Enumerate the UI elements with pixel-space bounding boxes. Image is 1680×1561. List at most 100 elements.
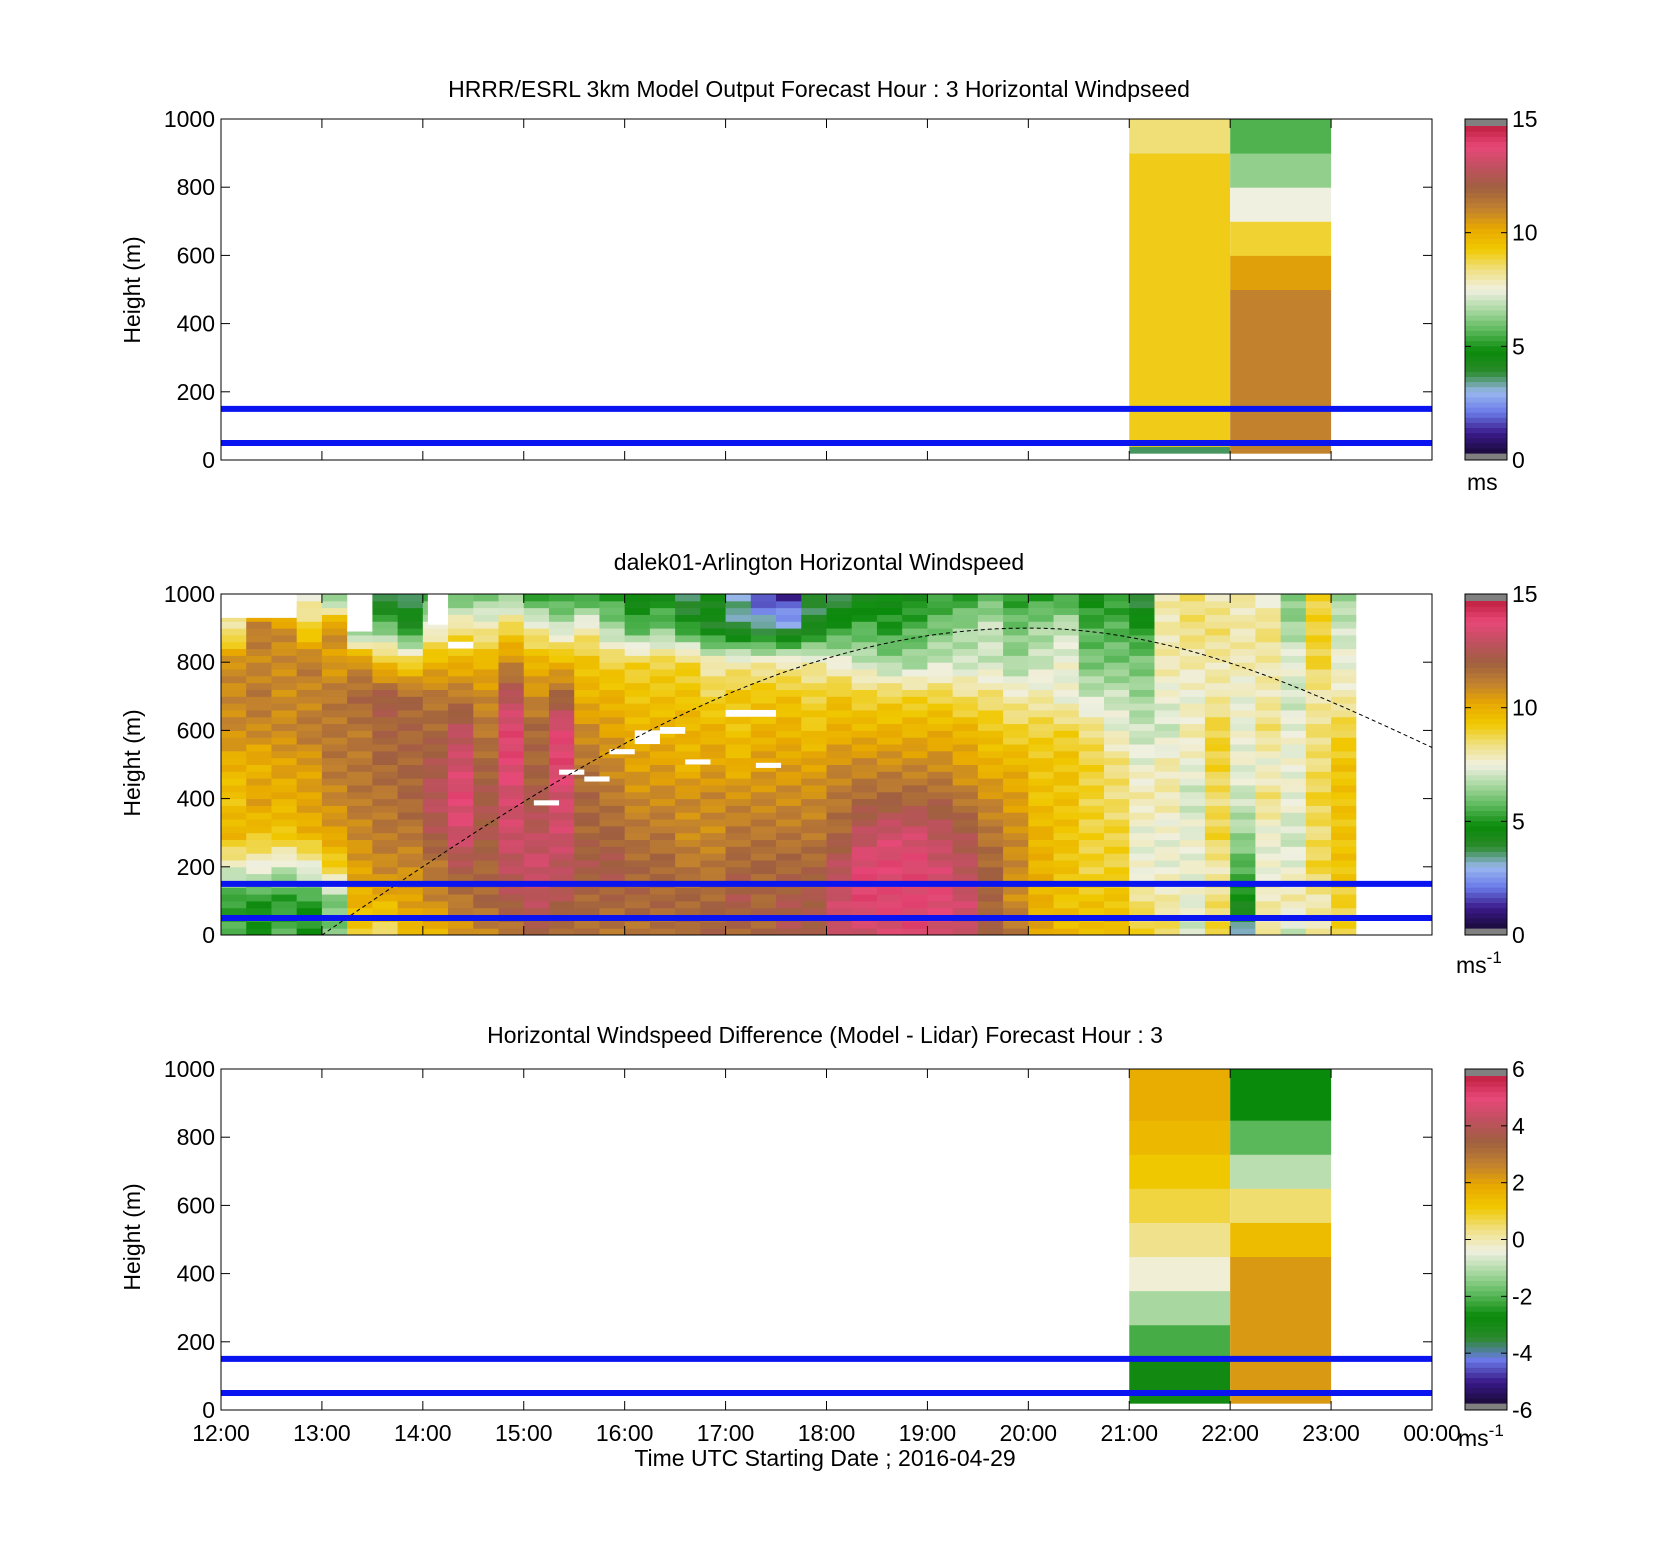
heatmap-cell	[1230, 778, 1256, 786]
heatmap-cell	[1154, 600, 1181, 609]
heatmap-cell	[1104, 716, 1130, 725]
heatmap-cell	[397, 900, 424, 909]
heatmap-cell	[1331, 709, 1357, 718]
heatmap-cell	[801, 621, 827, 629]
heatmap-cell	[1028, 791, 1055, 800]
heatmap-cell	[271, 675, 298, 684]
missing-data-cell	[659, 726, 686, 734]
heatmap-cell	[599, 819, 626, 827]
heatmap-cell	[548, 689, 575, 697]
heatmap-cell	[902, 928, 928, 936]
heatmap-cell	[1154, 819, 1181, 827]
heatmap-cell	[801, 771, 827, 779]
heatmap-cell	[1280, 709, 1307, 718]
heatmap-cell	[1104, 682, 1130, 690]
y-tick-label: 600	[177, 242, 215, 268]
heatmap-cell	[1331, 600, 1357, 609]
heatmap-cell	[1204, 825, 1231, 834]
heatmap-cell	[927, 628, 954, 636]
heatmap-cell	[1129, 1188, 1231, 1223]
heatmap-cell	[1255, 798, 1282, 806]
heatmap-cell	[548, 682, 575, 690]
heatmap-cell	[700, 716, 727, 725]
heatmap-cell	[649, 832, 676, 841]
colorbar-swatch	[1465, 442, 1507, 449]
heatmap-cell	[548, 703, 575, 711]
heatmap-cell	[725, 648, 752, 656]
heatmap-cell	[321, 634, 348, 643]
heatmap-cell	[1204, 784, 1231, 793]
heatmap-cell	[750, 750, 777, 759]
heatmap-cell	[397, 825, 424, 834]
colorbar-swatch	[1465, 744, 1507, 750]
heatmap-cell	[397, 600, 424, 609]
heatmap-cell	[498, 607, 525, 615]
heatmap-cell	[826, 805, 853, 813]
heatmap-cell	[347, 846, 373, 854]
heatmap-cell	[1204, 778, 1231, 786]
heatmap-cell	[372, 675, 399, 684]
heatmap-cell	[700, 655, 727, 663]
heatmap-cell	[422, 669, 449, 677]
heatmap-cell	[221, 825, 247, 834]
heatmap-cell	[473, 873, 500, 881]
heatmap-cell	[1305, 669, 1332, 677]
heatmap-cell	[1280, 675, 1307, 684]
heatmap-cell	[1255, 689, 1282, 697]
heatmap-cell	[221, 716, 247, 725]
heatmap-cell	[851, 594, 878, 602]
heatmap-cell	[347, 703, 373, 711]
heatmap-cell	[700, 750, 727, 759]
heatmap-cell	[574, 784, 600, 793]
heatmap-cell	[422, 737, 449, 745]
heatmap-cell	[927, 928, 954, 936]
heatmap-cell	[574, 791, 600, 800]
colorbar-swatch	[1465, 432, 1507, 439]
colorbar-swatch	[1465, 1331, 1507, 1338]
heatmap-cell	[1204, 750, 1231, 759]
heatmap-cell	[1053, 594, 1080, 602]
heatmap-cell	[700, 730, 727, 738]
heatmap-cell	[523, 784, 550, 793]
heatmap-cell	[1129, 614, 1155, 622]
heatmap-cell	[1129, 730, 1155, 738]
heatmap-cell	[321, 784, 348, 793]
heatmap-cell	[1280, 812, 1307, 820]
heatmap-cell	[347, 894, 373, 902]
heatmap-cell	[498, 853, 525, 861]
heatmap-cell	[574, 928, 600, 936]
heatmap-cell	[498, 832, 525, 841]
heatmap-cell	[574, 873, 600, 881]
heatmap-cell	[927, 757, 954, 765]
heatmap-cell	[1331, 757, 1357, 765]
heatmap-cell	[246, 928, 272, 936]
heatmap-cell	[624, 812, 651, 820]
heatmap-cell	[700, 928, 727, 936]
heatmap-cell	[826, 669, 853, 677]
heatmap-cell	[1204, 866, 1231, 875]
heatmap-cell	[221, 928, 247, 936]
heatmap-cell	[1129, 866, 1155, 875]
heatmap-cell	[977, 675, 1004, 684]
heatmap-cell	[952, 634, 979, 643]
heatmap-cell	[296, 614, 323, 622]
heatmap-cell	[296, 778, 323, 786]
heatmap-cell	[927, 791, 954, 800]
heatmap-cell	[801, 675, 827, 684]
heatmap-cell	[1179, 846, 1206, 854]
heatmap-cell	[321, 628, 348, 636]
heatmap-cell	[246, 887, 272, 895]
heatmap-cell	[1179, 928, 1206, 936]
colorbar-swatch	[1465, 345, 1507, 352]
heatmap-cell	[624, 662, 651, 670]
heatmap-cell	[977, 648, 1004, 656]
heatmap-cell	[296, 819, 323, 827]
heatmap-cell	[1255, 832, 1282, 841]
heatmap-cell	[448, 819, 474, 827]
heatmap-cell	[1154, 846, 1181, 854]
heatmap-cell	[977, 696, 1004, 704]
heatmap-cell	[473, 669, 500, 677]
heatmap-cell	[927, 682, 954, 690]
heatmap-cell	[246, 662, 272, 670]
colorbar-swatch	[1465, 1106, 1507, 1113]
